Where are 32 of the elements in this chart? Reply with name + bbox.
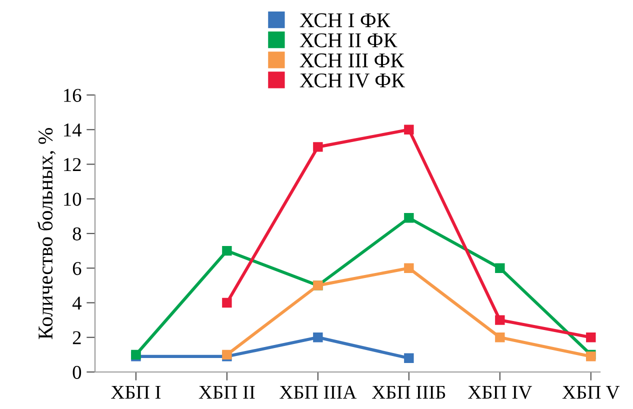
point bbox=[404, 213, 414, 223]
y-tick-label: 2 bbox=[72, 331, 81, 344]
y-tick-label: 12 bbox=[64, 158, 81, 171]
point bbox=[495, 315, 505, 325]
point bbox=[313, 142, 323, 152]
x-tick-label: ХБП II bbox=[198, 386, 255, 399]
legend-label: ХСН II ФК bbox=[300, 33, 398, 48]
x-tick-label: ХБП V bbox=[562, 386, 620, 399]
y-tick-label: 0 bbox=[72, 366, 82, 379]
y-tick-label: 4 bbox=[72, 296, 82, 310]
x-tick-label: ХБП IIIА bbox=[280, 386, 357, 399]
point bbox=[222, 246, 232, 256]
y-tick-label: 8 bbox=[72, 227, 82, 240]
y-tick-label: 16 bbox=[64, 88, 82, 102]
point bbox=[404, 353, 414, 364]
y-tick-label: 6 bbox=[72, 262, 82, 276]
point bbox=[404, 263, 414, 273]
point bbox=[222, 298, 232, 308]
legend-label: ХСН IV ФК bbox=[300, 73, 406, 88]
point bbox=[586, 332, 596, 342]
legend-label: ХСН III ФК bbox=[300, 53, 404, 68]
point bbox=[495, 332, 505, 342]
y-axis-title: Количество больных, % bbox=[37, 128, 56, 340]
x-tick-label: ХБП IV bbox=[468, 386, 532, 399]
point bbox=[404, 124, 414, 134]
x-tick-label: ХБП IIIБ bbox=[372, 386, 446, 399]
y-tick-label: 10 bbox=[64, 192, 82, 206]
x-tick-label: ХБП I bbox=[111, 386, 161, 399]
point bbox=[313, 332, 323, 342]
point bbox=[495, 263, 505, 273]
y-tick-label: 14 bbox=[64, 124, 82, 136]
legend-label: ХСН I ФК bbox=[300, 13, 390, 28]
